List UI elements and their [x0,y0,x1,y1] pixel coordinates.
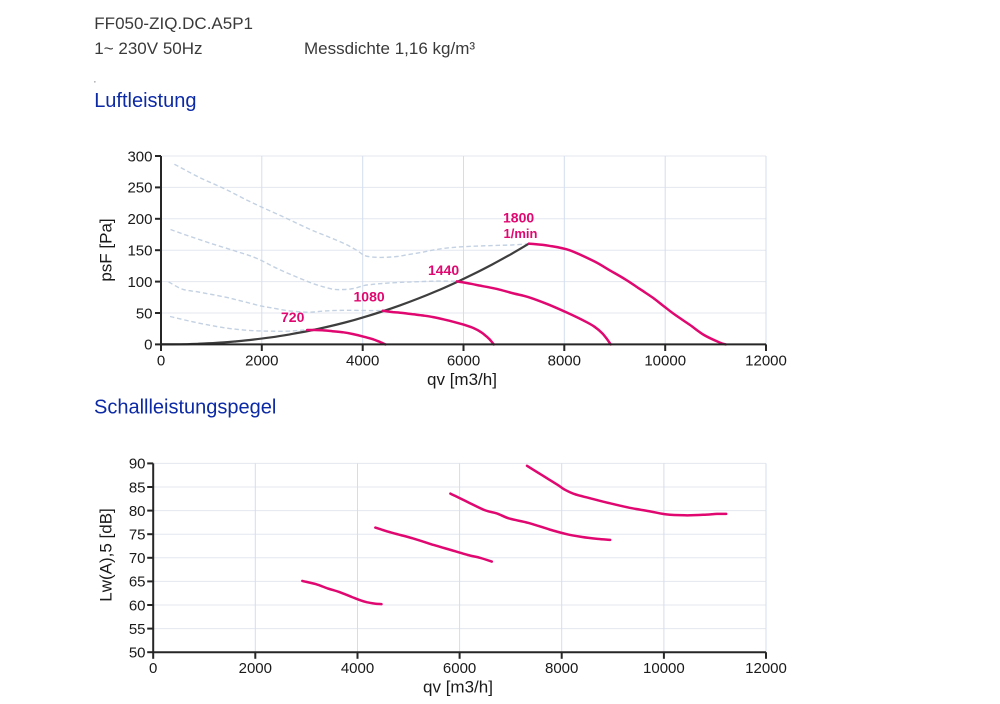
svg-text:60: 60 [129,597,146,614]
svg-text:1800: 1800 [503,210,534,226]
svg-text:1/min: 1/min [504,226,538,241]
svg-text:50: 50 [129,645,146,662]
svg-text:200: 200 [127,211,152,228]
svg-text:qv [m3/h]: qv [m3/h] [427,370,497,389]
svg-text:12000: 12000 [745,353,787,370]
svg-text:1~ 230V 50Hz: 1~ 230V 50Hz [94,39,202,58]
svg-text:4000: 4000 [346,353,379,370]
svg-text:8000: 8000 [548,353,581,370]
svg-text:2000: 2000 [239,660,272,677]
svg-text:6000: 6000 [447,353,480,370]
svg-text:80: 80 [129,503,146,520]
svg-text:65: 65 [129,574,146,591]
svg-text:50: 50 [136,305,153,322]
svg-text:1440: 1440 [428,262,459,278]
svg-text:720: 720 [281,309,305,325]
svg-text:psF [Pa]: psF [Pa] [97,218,116,281]
svg-text:Schallleistungspegel: Schallleistungspegel [94,397,276,419]
svg-text:10000: 10000 [644,353,686,370]
svg-text:Lw(A),5 [dB]: Lw(A),5 [dB] [97,508,116,602]
svg-text:75: 75 [129,527,146,544]
svg-text:6000: 6000 [443,660,476,677]
svg-text:0: 0 [157,353,165,370]
svg-text:Messdichte 1,16 kg/m³: Messdichte 1,16 kg/m³ [304,39,475,58]
svg-text:55: 55 [129,621,146,638]
svg-text:90: 90 [129,456,146,473]
svg-text:250: 250 [127,180,152,197]
svg-text:FF050-ZIQ.DC.A5P1: FF050-ZIQ.DC.A5P1 [94,14,253,33]
svg-text:150: 150 [127,243,152,260]
svg-text:qv [m3/h]: qv [m3/h] [423,678,493,697]
svg-text:300: 300 [127,148,152,165]
svg-text:2000: 2000 [245,353,278,370]
svg-text:1080: 1080 [354,289,385,305]
svg-text:Luftleistung: Luftleistung [94,90,196,112]
svg-text:10000: 10000 [643,660,685,677]
svg-text:4000: 4000 [341,660,374,677]
svg-text:0: 0 [149,660,157,677]
svg-text:85: 85 [129,479,146,496]
svg-text:70: 70 [129,550,146,567]
svg-text:0: 0 [144,337,152,354]
svg-text:8000: 8000 [545,660,578,677]
svg-text:100: 100 [127,274,152,291]
svg-text:12000: 12000 [745,660,787,677]
